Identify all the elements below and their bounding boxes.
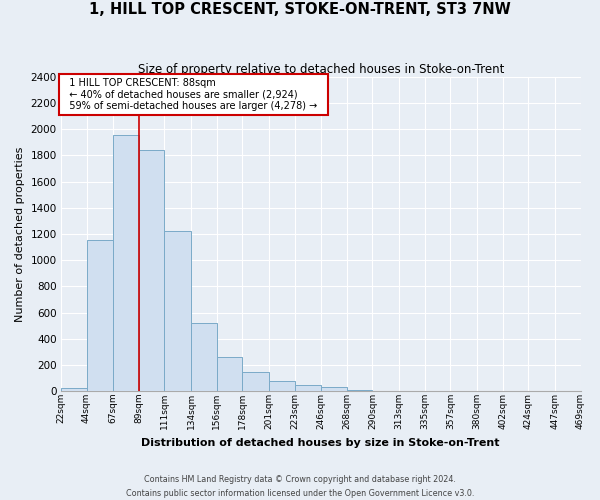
Bar bbox=[269, 381, 295, 392]
Bar bbox=[139, 150, 164, 392]
Bar bbox=[322, 387, 347, 392]
Bar bbox=[217, 356, 242, 392]
Bar bbox=[242, 372, 269, 392]
Text: 1 HILL TOP CRESCENT: 88sqm
  ← 40% of detached houses are smaller (2,924)
  59% : 1 HILL TOP CRESCENT: 88sqm ← 40% of deta… bbox=[63, 78, 324, 111]
Bar bbox=[61, 388, 86, 392]
Bar bbox=[86, 240, 113, 392]
Bar bbox=[191, 323, 217, 392]
Bar bbox=[164, 232, 191, 392]
Y-axis label: Number of detached properties: Number of detached properties bbox=[15, 146, 25, 322]
Text: 1, HILL TOP CRESCENT, STOKE-ON-TRENT, ST3 7NW: 1, HILL TOP CRESCENT, STOKE-ON-TRENT, ST… bbox=[89, 2, 511, 18]
Text: Contains HM Land Registry data © Crown copyright and database right 2024.
Contai: Contains HM Land Registry data © Crown c… bbox=[126, 476, 474, 498]
Bar bbox=[113, 135, 139, 392]
X-axis label: Distribution of detached houses by size in Stoke-on-Trent: Distribution of detached houses by size … bbox=[142, 438, 500, 448]
Title: Size of property relative to detached houses in Stoke-on-Trent: Size of property relative to detached ho… bbox=[137, 62, 504, 76]
Bar bbox=[347, 390, 373, 392]
Bar bbox=[295, 385, 322, 392]
Bar bbox=[373, 391, 399, 392]
